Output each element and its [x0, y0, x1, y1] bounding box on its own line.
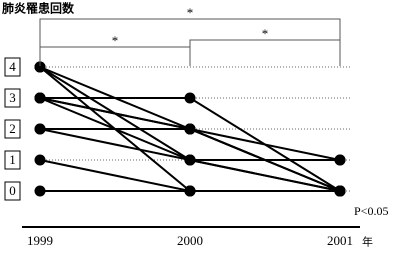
point [334, 185, 346, 197]
y-tick-label: 2 [9, 121, 16, 136]
y-tick-box [4, 57, 21, 77]
significance-mark: * [187, 5, 194, 20]
significance-mark: * [262, 26, 269, 41]
point [334, 154, 346, 166]
y-tick-box [4, 150, 21, 170]
x-tick-label: 2000 [177, 233, 203, 248]
series-line [39, 97, 341, 192]
chart-title: 肺炎罹患回数 [2, 1, 75, 16]
y-tick-label: 3 [9, 90, 16, 105]
significance-mark: * [112, 33, 119, 48]
y-tick-label: 4 [9, 59, 16, 74]
x-tick-label: 1999 [27, 233, 53, 248]
point [34, 185, 46, 197]
point [184, 185, 196, 197]
series-line [40, 97, 341, 192]
y-tick-label: 1 [9, 152, 16, 167]
bracket [39, 18, 341, 66]
y-tick-label: 0 [9, 183, 16, 198]
point [34, 154, 46, 166]
y-tick-box [4, 181, 21, 201]
x-tick-label: 2001 [327, 233, 353, 248]
y-tick-box [4, 88, 21, 108]
series-line [39, 97, 341, 192]
point [34, 123, 46, 135]
point [34, 92, 46, 104]
point [184, 123, 196, 135]
point [34, 61, 46, 73]
bracket [189, 39, 341, 66]
point [184, 92, 196, 104]
p-value: P<0.05 [354, 204, 388, 218]
bracket [39, 46, 191, 66]
x-unit: 年 [362, 235, 373, 249]
point [184, 154, 196, 166]
y-tick-box [4, 119, 21, 139]
